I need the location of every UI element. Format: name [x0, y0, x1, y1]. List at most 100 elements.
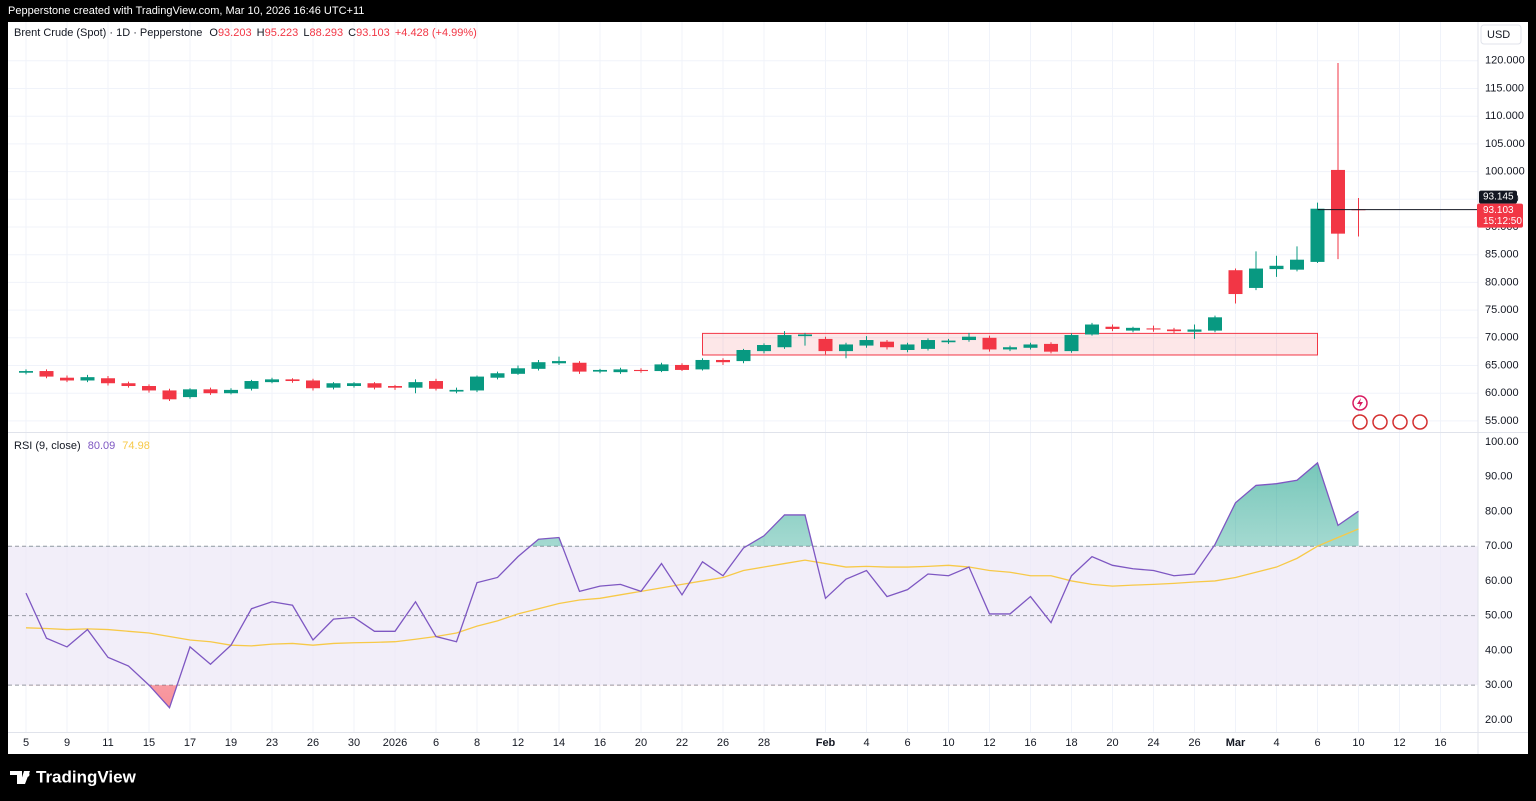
x-tick-label: 15 [143, 737, 155, 749]
candle-body [224, 389, 238, 394]
x-tick-label: 12 [1393, 737, 1405, 749]
x-tick-label: 10 [1352, 737, 1364, 749]
x-tick-label: 6 [904, 737, 910, 749]
candle-body [1146, 328, 1161, 330]
candle-body [285, 379, 300, 382]
candle-body [1187, 329, 1202, 332]
candle-body [429, 381, 443, 389]
candle-body [511, 368, 525, 374]
marker-price-label: 93.145 [1483, 192, 1514, 203]
flag-icon[interactable] [1392, 414, 1408, 430]
x-tick-label: 8 [474, 737, 480, 749]
candle-body [142, 386, 156, 391]
rsi-line [25, 461, 1359, 709]
candle-body [798, 334, 812, 337]
candle-body [1105, 326, 1120, 329]
x-tick-label: 6 [433, 737, 439, 749]
countdown-label: 15:12:50 [1483, 216, 1522, 227]
candle-body [1167, 329, 1181, 332]
candle-body [326, 383, 341, 388]
ohlc-prefix: C [348, 27, 356, 39]
y-tick-label: 55.000 [1485, 415, 1519, 427]
candle-body [1228, 270, 1243, 295]
candle-body [60, 377, 74, 381]
x-tick-label: 23 [266, 737, 278, 749]
x-tick-label: 14 [553, 737, 565, 749]
event-icon-bolt [1357, 398, 1363, 408]
y-tick-label: 80.000 [1485, 276, 1519, 288]
candle-body [347, 383, 361, 387]
candle-body [39, 371, 54, 377]
rsi-tick-label: 70.00 [1485, 540, 1513, 552]
candle-body [306, 380, 320, 389]
flag-icon[interactable] [1412, 414, 1428, 430]
overbought-fill [26, 462, 1359, 547]
rsi-tick-label: 90.00 [1485, 471, 1513, 483]
candle-body [634, 369, 648, 372]
candle-body [121, 383, 136, 387]
brand-name: TradingView [36, 767, 137, 786]
brand: TradingView [10, 767, 137, 786]
currency-button[interactable] [1480, 24, 1522, 45]
x-tick-label: 26 [1188, 737, 1200, 749]
candle-body [695, 359, 710, 370]
panes [8, 63, 1478, 709]
x-tick-label: 2026 [383, 737, 407, 749]
x-tick-label: 30 [348, 737, 360, 749]
x-tick-label: 17 [184, 737, 196, 749]
candle-body [859, 340, 874, 346]
ohlc-prefix: L [303, 27, 309, 39]
candle-body [1044, 343, 1058, 352]
x-tick-label: 24 [1147, 737, 1159, 749]
x-tick-label: 22 [676, 737, 688, 749]
candle-body [1023, 344, 1038, 348]
rsi-tick-label: 30.00 [1485, 679, 1513, 691]
candle-body [880, 341, 894, 348]
y-tick-label: 65.000 [1485, 359, 1519, 371]
x-tick-label: 5 [23, 737, 29, 749]
candle-body [1085, 324, 1099, 335]
rsi-legend: RSI (9, close) 80.09 74.98 [14, 440, 150, 452]
candle-body [552, 361, 566, 364]
flag-icon[interactable] [1352, 414, 1368, 430]
currency[interactable]: USD [1487, 29, 1510, 41]
y-tick-label: 75.000 [1485, 304, 1519, 316]
candle-body [1126, 327, 1140, 331]
symbol-title: Brent Crude (Spot) · 1D · Pepperstone [14, 27, 202, 39]
x-tick-label: 28 [758, 737, 770, 749]
candle-body [757, 345, 771, 352]
candle-body [470, 376, 484, 391]
candle-body [203, 389, 218, 394]
event-icons [1352, 395, 1428, 430]
x-tick-label: 12 [512, 737, 524, 749]
rsi-tick-label: 100.00 [1485, 436, 1519, 448]
candle-body [19, 371, 33, 373]
x-tick-label: 6 [1314, 737, 1320, 749]
y-tick-label: 85.000 [1485, 249, 1519, 261]
candle-body [490, 373, 505, 378]
y-tick-label: 110.000 [1485, 110, 1524, 122]
brand-logo [10, 771, 30, 784]
ohlc-prefix: H [257, 27, 265, 39]
candle-body [962, 336, 976, 341]
flag-icon[interactable] [1372, 414, 1388, 430]
rsi-value: 80.09 [88, 440, 116, 452]
x-tick-label: Feb [816, 737, 836, 749]
change-pct: (+4.99%) [432, 27, 477, 39]
candle-body [777, 335, 792, 348]
y-tick-label: 70.000 [1485, 332, 1519, 344]
candle-body [408, 382, 423, 388]
y-tick-label: 60.000 [1485, 387, 1519, 399]
candle-body [921, 340, 935, 349]
candle-body [1290, 259, 1304, 270]
x-tick-label: 18 [1065, 737, 1077, 749]
candle-body [265, 379, 279, 383]
x-tick-label: 26 [717, 737, 729, 749]
last-price-box [1477, 203, 1523, 228]
candle-body [162, 390, 177, 400]
candle-body [572, 362, 587, 372]
candle-body [1003, 347, 1017, 350]
x-tick-label: 20 [1106, 737, 1118, 749]
ohlc-value: 88.293 [309, 27, 343, 39]
ohlc-value: 93.203 [218, 27, 252, 39]
